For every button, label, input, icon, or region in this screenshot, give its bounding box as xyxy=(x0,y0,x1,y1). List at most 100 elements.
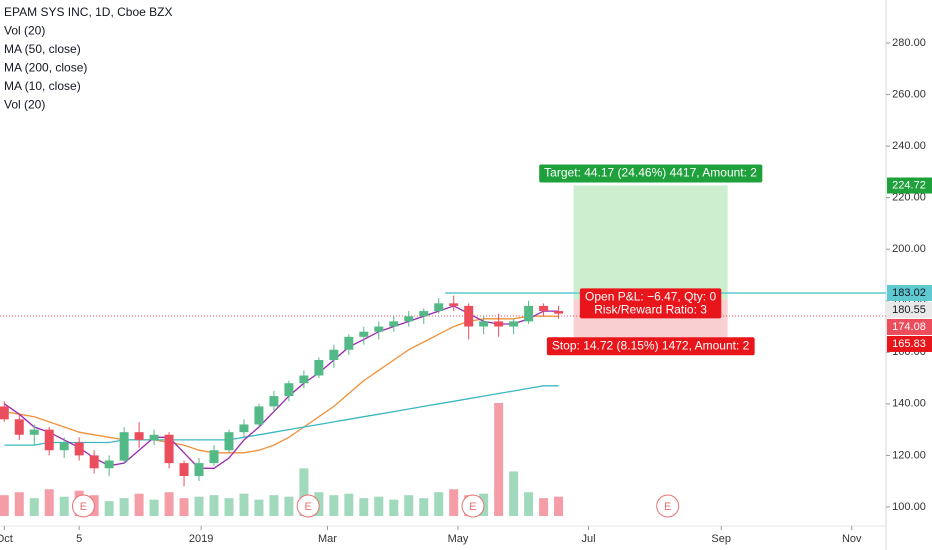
candle-body xyxy=(164,434,174,464)
volume-bar xyxy=(104,501,114,516)
volume-bar xyxy=(359,498,369,516)
volume-bar xyxy=(554,496,564,516)
volume-bar xyxy=(239,493,249,516)
y-tick-label: 240.00 xyxy=(892,140,926,152)
volume-bar xyxy=(149,499,159,516)
candle-body xyxy=(509,321,519,327)
candle-body xyxy=(359,331,369,337)
chart-title: EPAM SYS INC, 1D, Cboe BZX xyxy=(4,5,173,19)
candle-body xyxy=(494,321,504,327)
volume-bar xyxy=(269,495,279,516)
candle-body xyxy=(29,429,39,435)
candle-body xyxy=(284,383,294,397)
volume-bar xyxy=(254,499,264,516)
price-tag: 224.72 xyxy=(892,179,926,191)
candle-body xyxy=(14,419,24,435)
legend-entry: Vol (20) xyxy=(4,24,45,38)
candle-body xyxy=(404,316,414,322)
volume-bar xyxy=(209,495,219,516)
volume-bar xyxy=(449,489,459,516)
volume-bar xyxy=(179,498,189,516)
candle-body xyxy=(134,432,144,440)
volume-bar xyxy=(524,492,534,516)
legend-entry: MA (10, close) xyxy=(4,79,81,93)
volume-bar xyxy=(224,498,234,516)
candle-body xyxy=(539,305,549,312)
candle-body xyxy=(434,303,444,312)
price-tag-bg xyxy=(887,301,932,318)
candle-body xyxy=(389,321,399,327)
candle-body xyxy=(0,406,9,420)
candle-body xyxy=(44,429,54,451)
rr-label: Risk/Reward Ratio: 3 xyxy=(594,303,707,317)
earnings-marker xyxy=(461,494,485,518)
earnings-label: E xyxy=(469,501,476,513)
candle-body xyxy=(479,321,489,327)
y-tick-label: 140.00 xyxy=(892,398,926,410)
x-tick-label: May xyxy=(448,533,469,545)
candle-body xyxy=(449,303,459,306)
volume-bar xyxy=(374,496,384,516)
earnings-marker xyxy=(296,494,320,518)
candle-body xyxy=(314,360,324,376)
candle-body xyxy=(119,432,129,461)
volume-bar xyxy=(194,496,204,516)
candle-body xyxy=(194,463,204,477)
legend-entry: MA (50, close) xyxy=(4,42,81,56)
price-tag: 174.08 xyxy=(892,321,926,333)
price-tag-bg xyxy=(887,318,932,335)
candle-body xyxy=(269,396,279,407)
candle-body xyxy=(464,305,474,327)
x-tick-label: 5 xyxy=(76,533,82,545)
price-tag: 180.55 xyxy=(892,304,926,316)
volume-bar xyxy=(0,495,9,516)
candle-body xyxy=(239,424,249,433)
volume-bar xyxy=(284,496,294,516)
x-tick-label: Nov xyxy=(842,533,862,545)
y-tick-label: 200.00 xyxy=(892,243,926,255)
candle-body xyxy=(209,450,219,464)
candle-body xyxy=(74,442,84,456)
volume-bar xyxy=(59,496,69,516)
y-tick-label: 260.00 xyxy=(892,88,926,100)
candle-body xyxy=(374,326,384,332)
earnings-label: E xyxy=(305,501,312,513)
candle-body xyxy=(554,311,564,314)
x-tick-label: Jul xyxy=(581,533,595,545)
candle-body xyxy=(179,463,189,477)
earnings-marker xyxy=(71,494,95,518)
volume-bar xyxy=(419,498,429,516)
volume-bar xyxy=(329,495,339,516)
legend-entry: MA (200, close) xyxy=(4,61,87,75)
candle-body xyxy=(254,406,264,425)
price-tag: 183.02 xyxy=(892,287,926,299)
volume-bar xyxy=(44,489,54,516)
ma-line xyxy=(4,315,559,454)
x-tick-label: Sep xyxy=(711,533,731,545)
candle-body xyxy=(224,432,234,451)
candle-body xyxy=(344,336,354,350)
candle-body xyxy=(89,455,99,469)
target-label-bg xyxy=(539,164,763,183)
stop-label: Stop: 14.72 (8.15%) 1472, Amount: 2 xyxy=(552,338,750,352)
stop-label-bg xyxy=(546,337,755,356)
volume-bar xyxy=(434,492,444,516)
x-tick-label: 2019 xyxy=(189,533,213,545)
volume-bar xyxy=(164,492,174,516)
candle-body xyxy=(419,311,429,317)
volume-bar xyxy=(389,499,399,516)
candle-body xyxy=(299,375,309,384)
candle-body xyxy=(524,305,534,322)
target-label: Target: 44.17 (24.46%) 4417, Amount: 2 xyxy=(544,166,757,180)
price-tag-bg xyxy=(887,284,932,301)
y-tick-label: 100.00 xyxy=(892,501,926,513)
candle-body xyxy=(104,460,114,469)
volume-bar xyxy=(299,468,309,516)
price-tag-bg xyxy=(887,335,932,352)
target-zone xyxy=(573,185,728,300)
volume-bar xyxy=(494,403,504,516)
volume-bar xyxy=(539,498,549,516)
legend-entry: Vol (20) xyxy=(4,98,45,112)
y-tick-label: 120.00 xyxy=(892,449,926,461)
